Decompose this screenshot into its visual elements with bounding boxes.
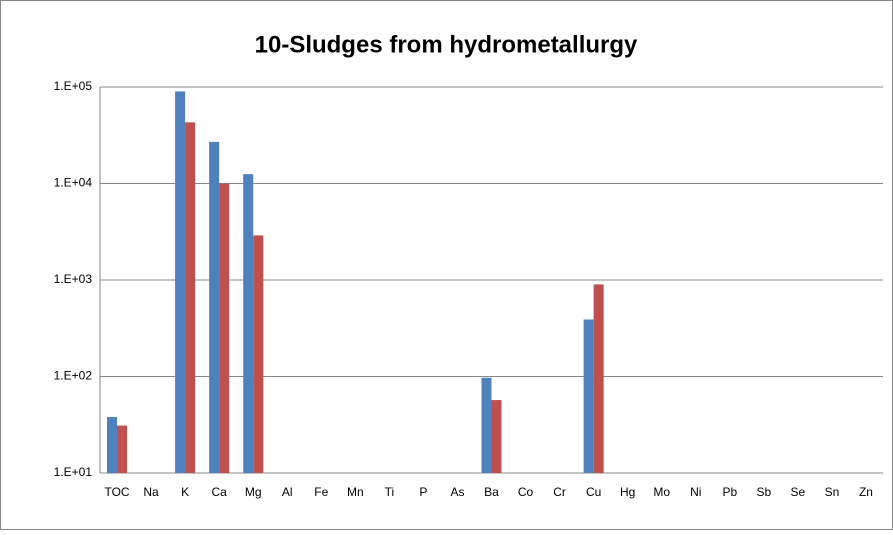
x-tick-label: Cu — [586, 485, 601, 499]
bar — [219, 183, 230, 473]
y-tick-label: 1.E+02 — [54, 369, 93, 383]
bar — [481, 377, 492, 473]
x-tick-label: Zn — [859, 485, 873, 499]
x-tick-label: Sb — [757, 485, 772, 499]
x-tick-label: Pb — [722, 485, 737, 499]
bar — [209, 141, 220, 473]
x-tick-label: Mn — [347, 485, 364, 499]
x-tick-label: Ca — [211, 485, 227, 499]
x-tick-label: K — [181, 485, 189, 499]
bar — [593, 284, 604, 473]
x-tick-label: Ni — [690, 485, 701, 499]
x-tick-label: Hg — [620, 485, 635, 499]
y-tick-label: 1.E+05 — [54, 79, 93, 93]
x-tick-label: Mo — [653, 485, 670, 499]
x-tick-label: Fe — [314, 485, 328, 499]
bar — [175, 91, 186, 474]
x-tick-label: Ba — [484, 485, 499, 499]
bar — [243, 174, 254, 473]
bar — [107, 417, 118, 473]
x-tick-label: Co — [518, 485, 534, 499]
x-tick-label: Cr — [553, 485, 566, 499]
y-tick-label: 1.E+03 — [54, 272, 93, 286]
x-tick-label: Ti — [385, 485, 395, 499]
y-tick-label: 1.E+04 — [54, 176, 93, 190]
bar — [117, 425, 128, 473]
chart-title: 10-Sludges from hydrometallurgy — [255, 31, 638, 58]
x-tick-label: Na — [143, 485, 159, 499]
x-tick-label: P — [419, 485, 427, 499]
x-tick-label: Sn — [825, 485, 840, 499]
bar — [253, 235, 264, 473]
bar — [491, 400, 502, 473]
x-tick-label: Se — [791, 485, 806, 499]
x-tick-label: Al — [282, 485, 293, 499]
bar — [583, 319, 594, 473]
x-tick-label: As — [450, 485, 464, 499]
x-tick-label: Mg — [245, 485, 262, 499]
bar — [185, 122, 196, 473]
x-tick-label: TOC — [104, 485, 129, 499]
y-tick-label: 1.E+01 — [54, 465, 93, 479]
